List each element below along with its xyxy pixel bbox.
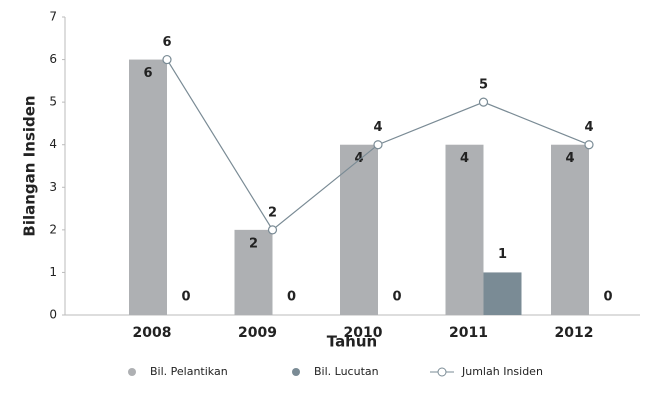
x-tick-label: 2012 bbox=[555, 325, 594, 341]
x-axis-title: Tahun bbox=[327, 333, 377, 351]
data-label: 0 bbox=[392, 290, 401, 305]
data-label: 2 bbox=[268, 205, 277, 220]
legend-label: Bil. Pelantikan bbox=[150, 365, 228, 378]
bar bbox=[551, 144, 589, 315]
line-marker bbox=[373, 140, 383, 150]
x-tick-label: 2010 bbox=[344, 325, 383, 341]
legend-label: Bil. Lucutan bbox=[314, 365, 379, 378]
y-tick-label: 4 bbox=[49, 137, 57, 151]
y-tick-label: 1 bbox=[49, 265, 57, 279]
y-tick-label: 5 bbox=[49, 95, 57, 109]
data-label: 4 bbox=[354, 151, 363, 166]
y-tick-label: 2 bbox=[49, 222, 57, 236]
data-label: 6 bbox=[143, 66, 152, 81]
data-label: 6 bbox=[162, 35, 171, 50]
data-label: 0 bbox=[287, 290, 296, 305]
data-label: 0 bbox=[603, 290, 612, 305]
line-marker bbox=[478, 97, 489, 107]
line-marker bbox=[267, 225, 278, 235]
legend-swatch bbox=[292, 368, 300, 376]
data-label: 4 bbox=[460, 151, 469, 166]
data-label: 5 bbox=[479, 78, 488, 93]
bar bbox=[129, 59, 167, 316]
x-tick-label: 2008 bbox=[133, 325, 172, 341]
bar bbox=[483, 272, 522, 315]
data-label: 4 bbox=[565, 151, 574, 166]
x-tick-label: 2011 bbox=[449, 325, 488, 341]
data-label: 4 bbox=[584, 120, 593, 135]
bar bbox=[234, 229, 273, 315]
legend-swatch bbox=[128, 368, 136, 376]
y-tick-label: 0 bbox=[49, 308, 57, 322]
legend-swatch bbox=[437, 367, 447, 377]
data-label: 0 bbox=[181, 290, 190, 305]
y-tick-label: 3 bbox=[49, 180, 57, 194]
bar bbox=[340, 144, 378, 315]
line-marker bbox=[162, 54, 172, 65]
y-tick-label: 7 bbox=[49, 10, 57, 24]
data-label: 1 bbox=[498, 247, 507, 262]
line-marker bbox=[584, 140, 594, 150]
bar bbox=[445, 144, 484, 315]
x-tick-label: 2009 bbox=[238, 325, 277, 341]
data-label: 2 bbox=[249, 236, 258, 251]
data-label: 4 bbox=[373, 120, 382, 135]
y-tick-label: 6 bbox=[49, 52, 57, 66]
legend-label: Jumlah Insiden bbox=[461, 365, 543, 378]
y-axis-title: Bilangan Insiden bbox=[21, 95, 39, 236]
